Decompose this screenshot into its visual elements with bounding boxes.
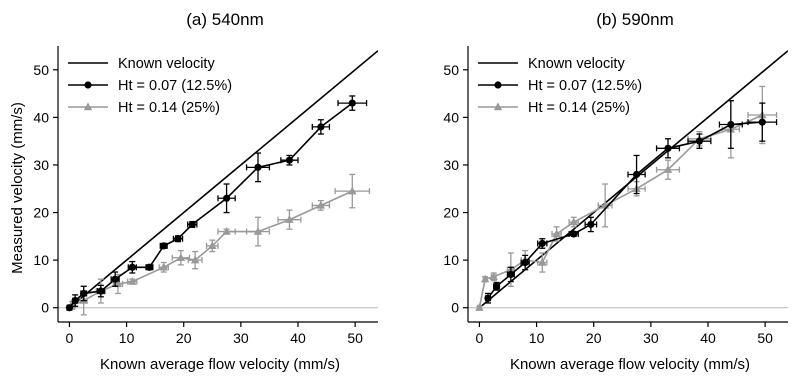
panel-b-legend: Known velocity Ht = 0.07 (12.5%) Ht = 0.14… (478, 56, 642, 116)
panel-a-series-2-point (348, 186, 357, 195)
panel-b-series-1-point (664, 144, 672, 152)
panel-a-series-2-point (222, 226, 231, 235)
panel-a-series-2-point (208, 241, 217, 250)
panel-a-series-1-point (111, 275, 119, 283)
panel-a-x-tick-label: 50 (347, 330, 363, 346)
panel-b-x-tick-label: 30 (643, 330, 659, 346)
legend-known-velocity-label: Known velocity (118, 56, 215, 72)
panel-b-series-2-point (489, 272, 498, 280)
panel-a-series-1-point (160, 242, 168, 250)
panel-a-series-1-point (285, 156, 294, 164)
panel-a-series-1-point (65, 304, 74, 312)
panel-a-series-2-point (113, 279, 123, 288)
panel-a-series-1-point (80, 289, 88, 298)
panel-b-series-1-point (484, 294, 492, 302)
legend-series-2-label: Ht = 0.14 (25%) (118, 100, 220, 116)
panel-a-series-1-point (222, 194, 231, 202)
panel-a-series-1-point (128, 263, 136, 271)
panel-b-y-tick-label: 40 (443, 109, 459, 125)
panel-b-y-tick-label: 10 (443, 252, 459, 268)
panel-b-series-2-point (663, 165, 673, 173)
panel-b-y-tick-label: 30 (443, 157, 459, 173)
panel-a-x-tick-label: 40 (290, 330, 306, 346)
panel-a-series-1-point (174, 235, 182, 243)
panel-a-y-axis-label: Measured velocity (mm/s) (9, 102, 26, 274)
panel-a-y-tick-label: 40 (33, 109, 49, 125)
panel-a-series-1-line (68, 102, 353, 309)
panel-b-y-tick-label: 20 (443, 205, 459, 221)
panel-b-series-1-point (695, 137, 704, 145)
panel-b-series-1-point (507, 270, 515, 279)
panel-a-series-2-point (253, 226, 263, 235)
panel-b-x-tick-label: 40 (700, 330, 716, 346)
panel-a-y-tick-label: 20 (33, 205, 49, 221)
panel-b-series-1-point (521, 258, 529, 267)
panel-b-series-2-point (569, 217, 578, 226)
panel-b-series-1-point (587, 220, 595, 229)
panel-b-series-2-point (475, 303, 484, 311)
panel-b-x-tick-label: 20 (586, 330, 602, 346)
panel-b-series-1-point (538, 239, 546, 248)
panel-a-data (65, 50, 378, 316)
panel-a-y-tick-label: 30 (33, 157, 49, 173)
panel-a-x-tick-label: 0 (66, 330, 74, 346)
panel-a-legend: Known velocity Ht = 0.07 (12.5%) Ht = 0.14… (68, 56, 232, 116)
panel-b-title: (b) 590nm (596, 10, 673, 29)
panel-b-y-tick-label: 50 (443, 62, 459, 78)
panel-b-series-1-point (758, 118, 766, 126)
panel-a-x-tick-label: 20 (176, 330, 192, 346)
panel-b: (b) 590nm Known average flow velocity (m… (443, 10, 788, 373)
panel-b-x-tick-label: 10 (529, 330, 545, 346)
panel-b-series-2-point (552, 229, 561, 238)
panel-b-x-tick-label: 0 (476, 330, 484, 346)
legend-series-2-label: Ht = 0.14 (25%) (528, 100, 630, 116)
panel-b-series-2-point (538, 257, 547, 266)
panel-a-series-2-point (159, 262, 168, 271)
panel-a-series-2-point (128, 276, 137, 285)
panel-b-known-velocity-line (478, 50, 788, 309)
legend-known-velocity-label: Known velocity (528, 56, 625, 72)
legend-series-1-marker (494, 81, 502, 89)
panel-a-x-tick-label: 10 (119, 330, 135, 346)
panel-a-series-2-point (316, 200, 326, 209)
panel-a-series-2-point (190, 255, 200, 264)
panel-a-y-tick-label: 50 (33, 62, 49, 78)
panel-a-title: (a) 540nm (186, 10, 263, 29)
panel-b-y-tick-label: 0 (451, 300, 459, 316)
panel-a-y-tick-label: 0 (41, 300, 49, 316)
panel-a-series-2-point (176, 253, 186, 261)
panel-b-series-1-point (492, 282, 501, 290)
panel-b-data (475, 50, 788, 311)
panel-a-series-1-point (317, 123, 325, 131)
panel-b-series-2-line (478, 114, 763, 308)
panel-b-series-1-point (727, 120, 735, 129)
panel-b-series-1-point (570, 230, 578, 238)
legend-series-1-label: Ht = 0.07 (12.5%) (528, 78, 642, 94)
panel-b-series-1-line (487, 121, 763, 299)
panel-b-plot-area: 0 10 20 30 40 50 0 10 20 30 40 50 Known velocity Ht =… (443, 46, 788, 346)
legend-series-1-marker (84, 81, 92, 89)
legend-series-2-marker (493, 102, 503, 111)
panel-a-series-1-point (254, 163, 262, 171)
panel-b-series-1-point (632, 170, 641, 179)
panel-a-x-tick-label: 30 (233, 330, 249, 346)
panel-a-plot-area: 0 10 20 30 40 50 0 10 20 30 40 50 Known velocity Ht =… (33, 46, 378, 346)
panel-a-x-axis-label: Known average flow velocity (mm/s) (100, 356, 340, 373)
panel-a: (a) 540nm Measured velocity (mm/s) Known… (9, 10, 378, 373)
panel-a-series-2-point (285, 215, 294, 223)
panel-a-known-velocity-line (68, 50, 378, 309)
panel-a-y-tick-label: 10 (33, 252, 49, 268)
panel-a-series-1-point (348, 99, 356, 107)
panel-b-x-tick-label: 50 (757, 330, 773, 346)
panel-a-series-1-point (145, 263, 154, 271)
legend-series-2-marker (83, 102, 93, 111)
panel-a-series-1-point (188, 220, 196, 229)
panel-b-x-axis-label: Known average flow velocity (mm/s) (510, 356, 750, 373)
panel-a-series-1-point (71, 296, 79, 305)
panel-b-series-2-point (480, 274, 490, 283)
panel-a-series-1-point (97, 287, 105, 295)
legend-series-1-label: Ht = 0.07 (12.5%) (118, 78, 232, 94)
